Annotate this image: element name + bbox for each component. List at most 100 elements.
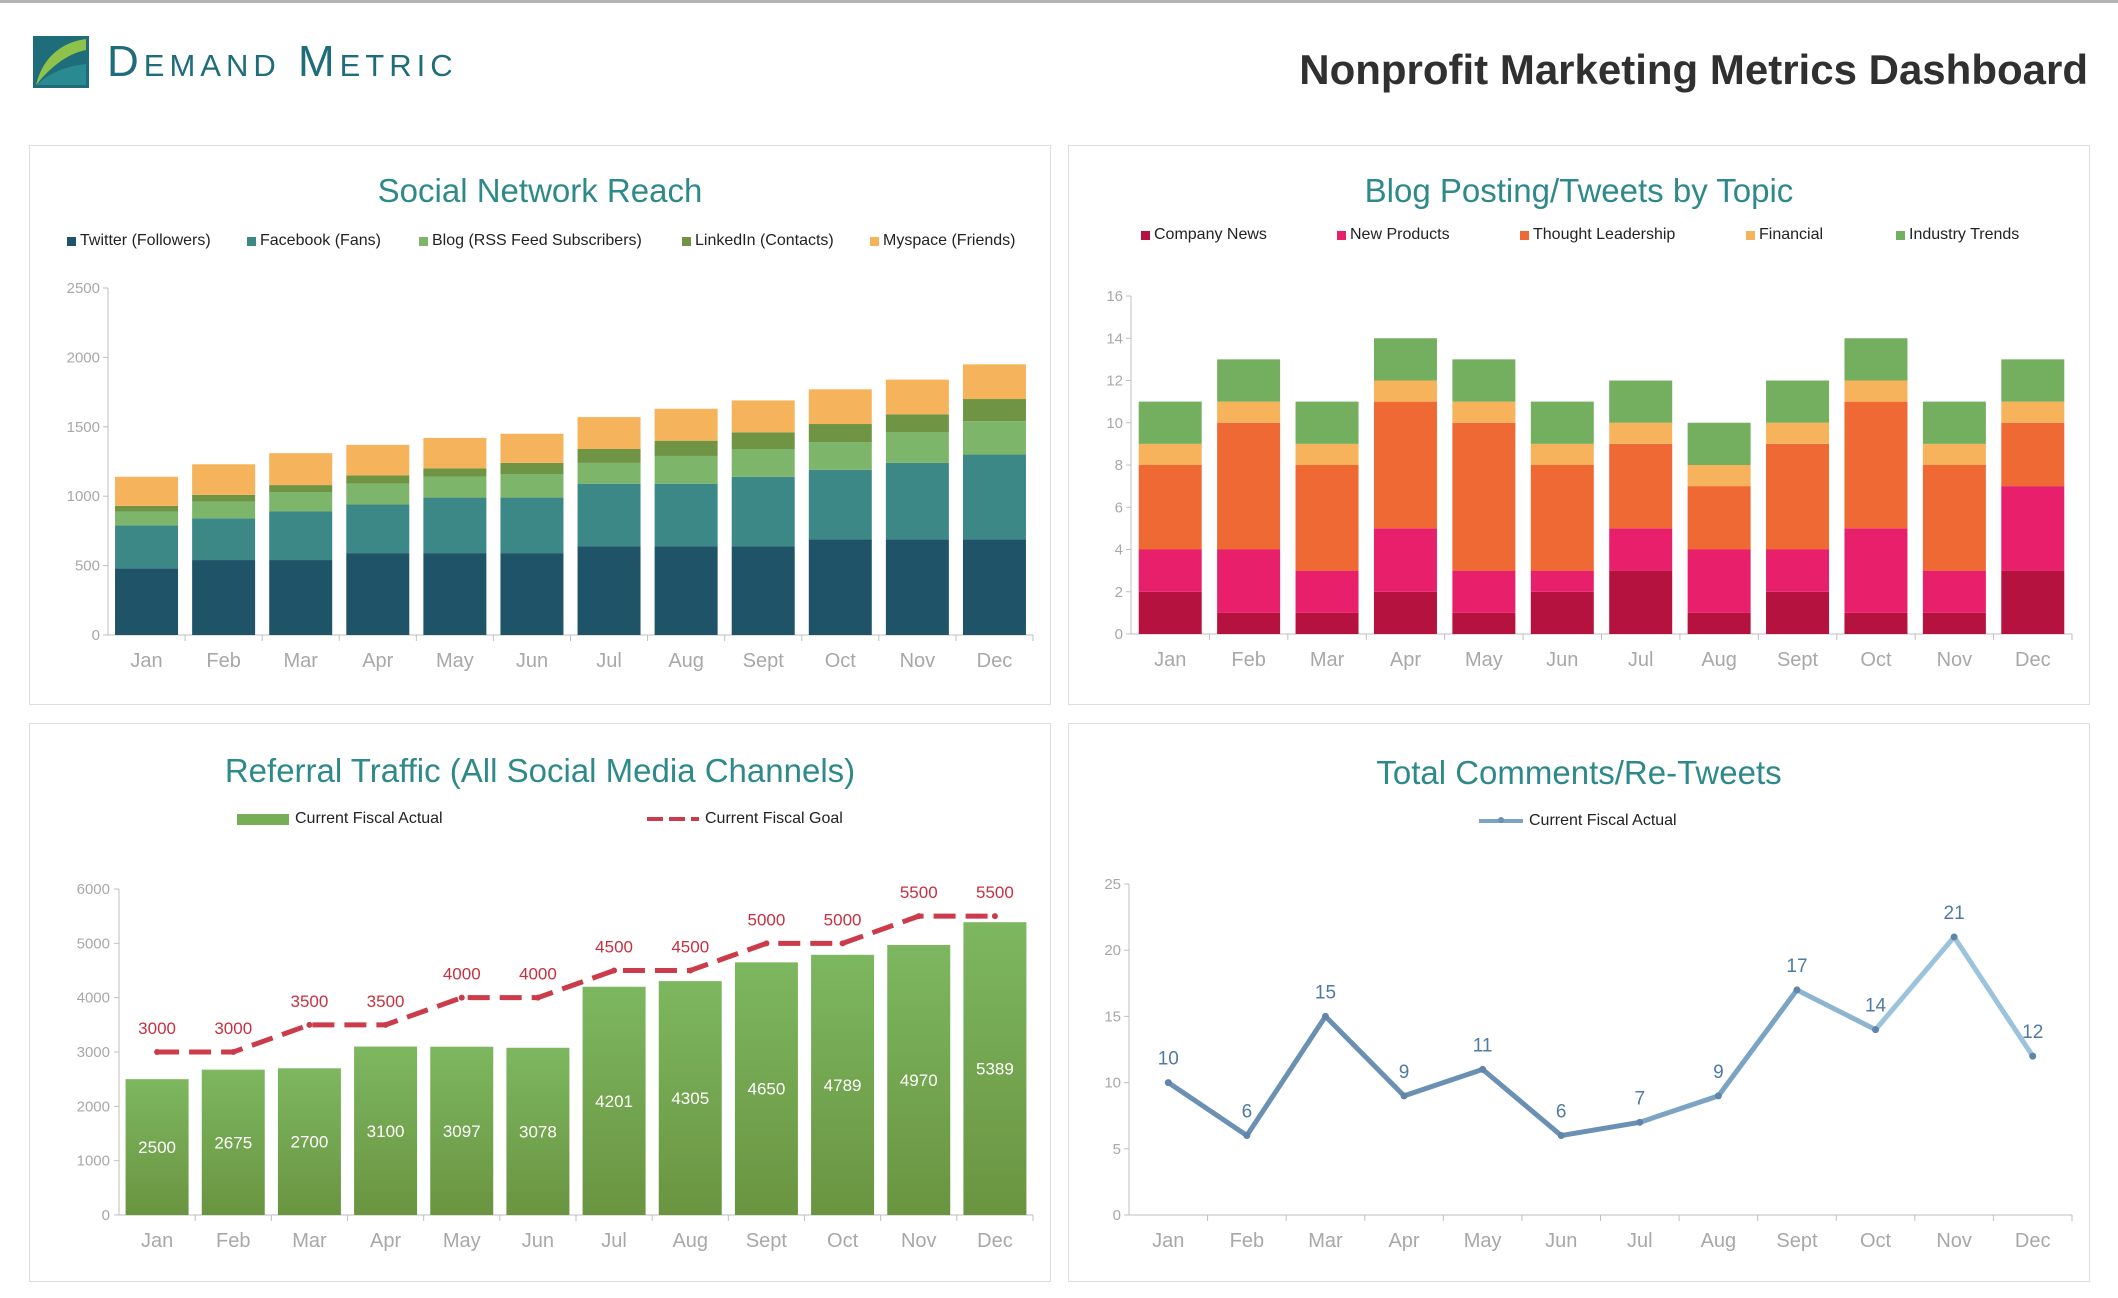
bar-segment <box>192 518 256 561</box>
legend-item: LinkedIn (Contacts) <box>682 232 834 250</box>
y-tick-label: 15 <box>1104 1008 1121 1025</box>
bar-segment <box>269 492 333 512</box>
x-tick-label: Mar <box>283 650 318 672</box>
legend-label: Industry Trends <box>1909 226 2020 243</box>
legend-swatch <box>1896 230 1905 240</box>
data-point <box>1714 1092 1722 1100</box>
bar-segment <box>1452 570 1516 613</box>
y-tick-label: 0 <box>1113 1207 1121 1224</box>
bar-segment <box>1217 401 1281 423</box>
bar-data-label: 3100 <box>367 1122 405 1141</box>
point-data-label: 14 <box>1865 996 1887 1017</box>
y-tick-label: 6 <box>1115 499 1123 516</box>
legend-item: Company News <box>1141 226 1267 244</box>
bar-data-label: 3078 <box>519 1122 557 1141</box>
bar-segment <box>2001 486 2065 571</box>
bar-segment <box>885 462 949 540</box>
x-tick-label: Aug <box>1701 649 1737 671</box>
point-data-label: 6 <box>1556 1102 1567 1123</box>
brand-logo: Demand Metric <box>33 36 458 88</box>
bar-segment <box>1217 359 1281 402</box>
point-data-label: 6 <box>1242 1102 1253 1123</box>
bar <box>811 954 875 1215</box>
bar-segment <box>731 546 795 635</box>
x-tick-label: Feb <box>1230 1230 1264 1252</box>
bar-segment <box>1609 422 1673 444</box>
goal-data-label: 4500 <box>595 938 633 957</box>
bar-segment <box>1766 380 1830 423</box>
legend-label: Thought Leadership <box>1533 226 1676 243</box>
legend-item: Myspace (Friends) <box>870 232 1015 250</box>
bar-data-label: 4970 <box>900 1071 938 1090</box>
x-tick-label: Sept <box>746 1230 788 1252</box>
x-tick-label: Apr <box>1390 649 1421 671</box>
goal-data-label: 3000 <box>214 1019 252 1038</box>
bar-segment <box>115 525 179 569</box>
bar-segment <box>1922 465 1986 571</box>
legend-item: Current Fiscal Goal <box>647 810 843 828</box>
bar-segment <box>423 468 487 477</box>
point-data-label: 11 <box>1473 1035 1493 1056</box>
series-line-segment <box>1322 1013 1407 1099</box>
bar-segment <box>500 473 564 498</box>
y-tick-label: 10 <box>1106 415 1123 432</box>
y-tick-label: 12 <box>1106 373 1123 390</box>
x-tick-label: Dec <box>2015 1230 2051 1252</box>
bar-segment <box>1217 549 1281 613</box>
goal-point <box>839 940 846 947</box>
series-line-segment <box>1401 1066 1486 1099</box>
point-data-label: 15 <box>1315 982 1336 1003</box>
data-point <box>1872 1026 1880 1034</box>
x-tick-label: Aug <box>672 1230 708 1252</box>
y-tick-label: 6000 <box>77 881 110 898</box>
y-tick-label: 14 <box>1106 330 1123 347</box>
bar-segment <box>1609 380 1673 423</box>
bar <box>125 1079 189 1215</box>
series-line-segment <box>1637 1093 1721 1125</box>
legend-swatch <box>419 236 428 246</box>
goal-point <box>154 1049 161 1055</box>
goal-data-label: 4000 <box>443 965 481 984</box>
referral-traffic-chart: 0 1000 2000 3000 4000 5000 6000 Jan Feb Mar Apr May… <box>77 881 1034 1252</box>
data-point <box>2029 1052 2037 1060</box>
bar-segment <box>346 504 410 554</box>
x-tick-label: Nov <box>1937 649 1973 671</box>
data-point <box>1793 986 1801 994</box>
bar-segment <box>1530 443 1594 465</box>
goal-point <box>763 940 770 947</box>
bar-segment <box>577 546 641 635</box>
bar-segment <box>346 475 410 484</box>
bar-segment <box>269 511 333 561</box>
y-tick-label: 16 <box>1106 288 1123 305</box>
bar-segment <box>500 553 564 635</box>
bar-segment <box>808 389 872 425</box>
bar-segment <box>192 501 256 519</box>
legend-swatch <box>1141 230 1150 240</box>
x-tick-label: Dec <box>977 1230 1013 1252</box>
bar-segment <box>1373 591 1437 634</box>
y-tick-label: 2000 <box>77 1098 110 1115</box>
x-tick-label: Jul <box>1628 649 1654 671</box>
series-line-segment <box>1244 1013 1328 1139</box>
bar-segment <box>1452 422 1516 571</box>
data-point <box>1636 1118 1644 1126</box>
goal-data-label: 5500 <box>976 883 1014 902</box>
bar <box>506 1047 570 1215</box>
bar-segment <box>500 433 564 463</box>
legend-swatch <box>870 236 879 246</box>
bar-segment <box>269 560 333 635</box>
y-tick-label: 2500 <box>67 280 100 297</box>
x-tick-label: Jul <box>596 650 622 672</box>
x-tick-label: Sept <box>743 650 785 672</box>
goal-data-label: 4500 <box>671 938 709 957</box>
bar-segment <box>1922 570 1986 613</box>
bar-segment <box>654 408 718 441</box>
goal-data-label: 4000 <box>519 965 557 984</box>
y-tick-label: 5 <box>1113 1141 1121 1158</box>
bar-segment <box>1922 401 1986 444</box>
data-point <box>1479 1065 1487 1073</box>
bar-segment <box>808 469 872 540</box>
legend-item: Current Fiscal Actual <box>237 810 443 828</box>
legend-swatch <box>1746 230 1755 240</box>
legend-swatch <box>237 813 289 825</box>
